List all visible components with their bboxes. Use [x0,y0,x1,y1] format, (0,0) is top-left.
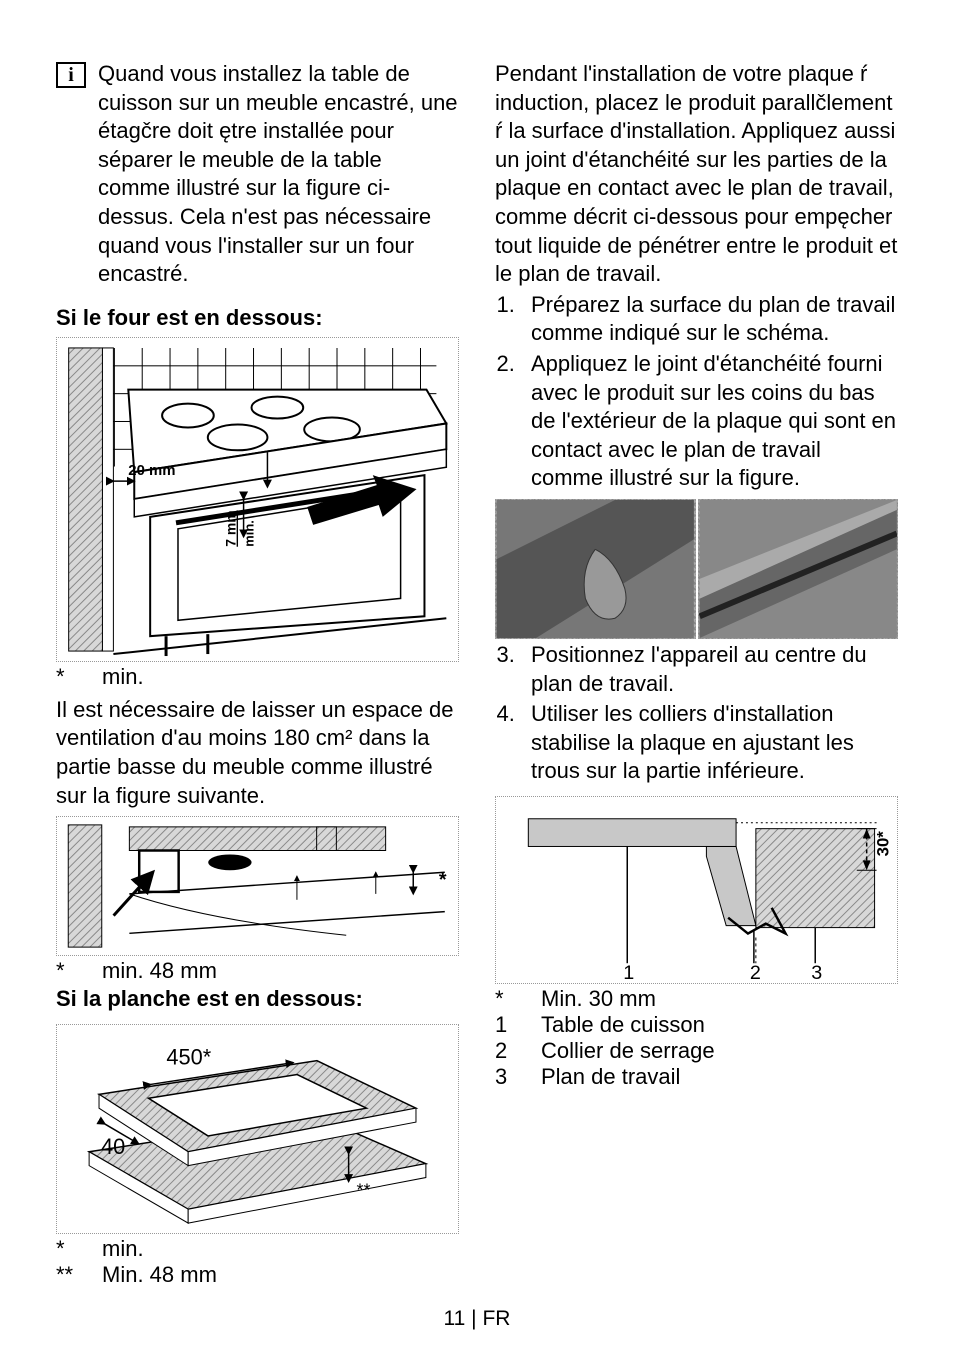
photo-right [698,499,899,639]
board-cap2-sym: ** [56,1262,102,1288]
label-starstar: ** [357,1179,371,1199]
figure-clip-section: 30* 1 2 3 [495,796,898,984]
leg-sym-0: * [495,986,541,1012]
info-text: Quand vous installez la table de cuisson… [98,60,459,289]
vent-cap-text: min. 48 mm [102,958,217,984]
leg-sym-2: 2 [495,1038,541,1064]
ventilation-text: Il est nécessaire de laisser un espace d… [56,696,459,810]
leg-txt-2: Collier de serrage [541,1038,715,1064]
heading-oven-below: Si le four est en dessous: [56,305,459,331]
info-callout: i Quand vous installez la table de cuiss… [56,60,459,289]
oven-cap-sym: * [56,664,102,690]
leg-txt-0: Min. 30 mm [541,986,656,1012]
leg-txt-1: Table de cuisson [541,1012,705,1038]
clip-n3: 3 [811,962,822,983]
step-1: Préparez la surface du plan de travail c… [521,291,898,348]
steps-3-4: Positionnez l'appareil au centre du plan… [495,641,898,788]
vent-cap-sym: * [56,958,102,984]
clip-legend: *Min. 30 mm 1Table de cuisson 2Collier d… [495,986,898,1090]
label-30star: 30* [873,831,892,857]
board-cap2-text: Min. 48 mm [102,1262,217,1288]
leg-sym-1: 1 [495,1012,541,1038]
step-2: Appliquez le joint d'étanchéité fourni a… [521,350,898,493]
steps-1-2: Préparez la surface du plan de travail c… [495,291,898,495]
board-cap1-text: min. [102,1236,144,1262]
page-footer: 11 | FR [0,1307,954,1331]
label-40: 40 [101,1134,125,1159]
figure-ventilation: * [56,816,459,956]
vent-star: * [439,869,447,891]
oven-cap-text: min. [102,664,144,690]
right-column: Pendant l'installation de votre plaque ŕ… [495,60,898,1288]
step-4: Utiliser les colliers d'installation sta… [521,700,898,786]
leg-sym-3: 3 [495,1064,541,1090]
figure-oven: 20 mm 7 mm min. [56,337,459,662]
info-icon: i [56,62,86,88]
board-cap1-sym: * [56,1236,102,1262]
figure-board: 450* 40 ** [56,1024,459,1234]
clip-n1: 1 [623,962,634,983]
photo-left [495,499,696,639]
oven-caption: * min. [56,664,459,690]
label-7mm: 7 mm [223,510,239,546]
label-450: 450* [166,1045,211,1070]
step-3: Positionnez l'appareil au centre du plan… [521,641,898,698]
right-intro: Pendant l'installation de votre plaque ŕ… [495,60,898,289]
label-20mm: 20 mm [128,463,175,479]
board-caption: * min. ** Min. 48 mm [56,1236,459,1288]
page-columns: i Quand vous installez la table de cuiss… [56,60,898,1288]
figure-sealant-photo [495,499,898,639]
label-7mm-min: min. [242,520,257,547]
left-column: i Quand vous installez la table de cuiss… [56,60,459,1288]
leg-txt-3: Plan de travail [541,1064,680,1090]
heading-board-below: Si la planche est en dessous: [56,986,459,1012]
vent-caption: * min. 48 mm [56,958,459,984]
clip-n2: 2 [750,962,761,983]
